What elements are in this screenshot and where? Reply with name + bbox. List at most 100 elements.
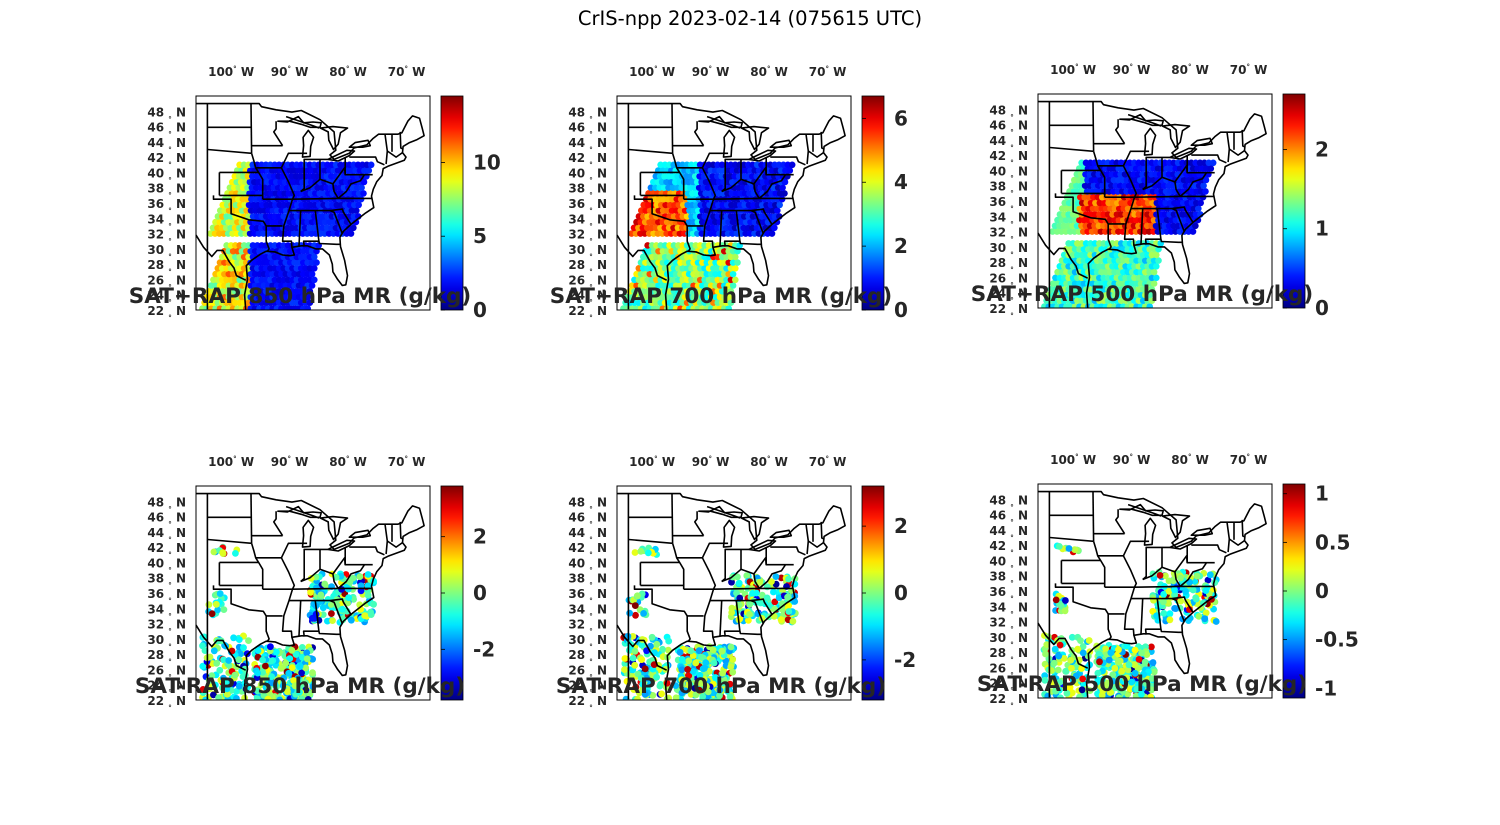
- swath-point: [216, 666, 224, 674]
- swath-point: [789, 617, 797, 625]
- swath-point: [290, 677, 297, 684]
- state-border: [212, 585, 267, 617]
- swath-point: [648, 633, 656, 641]
- state-border: [723, 210, 741, 247]
- state-border: [671, 542, 729, 559]
- swath-point: [1125, 661, 1133, 669]
- swath-point: [658, 690, 665, 698]
- latitude-label: 36 ° N: [568, 587, 607, 605]
- swath-point: [220, 606, 228, 613]
- colorbar-tick-label: 0: [473, 581, 487, 605]
- state-border: [750, 599, 765, 624]
- colorbar: [440, 95, 464, 311]
- swath-point: [306, 288, 314, 295]
- swath-point: [1094, 669, 1102, 677]
- state-border: [676, 167, 685, 200]
- state-border: [1097, 555, 1106, 588]
- swath-point: [1118, 667, 1126, 675]
- swath-point: [1126, 685, 1134, 693]
- swath-point: [225, 657, 233, 664]
- boundary-lines: [616, 102, 846, 311]
- state-border: [1241, 519, 1245, 538]
- swath-point: [304, 293, 311, 301]
- swath-point: [1192, 222, 1199, 230]
- panel-title: SAT+RAP 700 hPa MR (g/kg): [549, 284, 893, 309]
- swath-point: [1148, 675, 1156, 682]
- state-border: [633, 195, 688, 227]
- state-border: [671, 103, 674, 154]
- swath-point: [632, 683, 640, 691]
- swath-point: [1140, 670, 1147, 678]
- state-border: [753, 557, 767, 575]
- state-border: [302, 210, 320, 247]
- longitude-label: 80° W: [1171, 453, 1209, 467]
- latitude-label: 32 ° N: [989, 616, 1028, 634]
- latitude-label: 40 ° N: [568, 166, 607, 184]
- swath-point: [221, 679, 229, 686]
- state-border: [1092, 540, 1150, 557]
- swath-point: [1148, 297, 1156, 304]
- latitude-label: 32 ° N: [568, 228, 607, 246]
- swath-point: [309, 655, 316, 663]
- lake-outline: [301, 129, 315, 158]
- swath-point: [1192, 594, 1200, 602]
- state-border: [300, 568, 339, 589]
- canada-border: [196, 492, 367, 551]
- swath-point: [302, 664, 310, 672]
- swath-point: [1043, 641, 1051, 648]
- swath-point: [235, 682, 243, 690]
- swath-point: [1077, 637, 1084, 644]
- swath-point: [746, 600, 754, 608]
- swath-point: [1171, 605, 1178, 612]
- swath-point: [1153, 612, 1160, 620]
- state-border: [1115, 119, 1126, 145]
- swath-point: [1074, 645, 1082, 653]
- lake-outline: [722, 129, 736, 158]
- swath-point: [1153, 251, 1160, 259]
- swath-point: [364, 591, 372, 599]
- state-border: [633, 585, 688, 617]
- swath-point: [205, 601, 213, 608]
- state-border: [671, 152, 729, 169]
- lake-outline: [1161, 123, 1191, 149]
- swath-point: [779, 184, 786, 191]
- swath-point: [1133, 685, 1141, 693]
- state-border: [770, 156, 806, 166]
- swath-point: [364, 582, 372, 590]
- state-border: [212, 195, 267, 227]
- latitude-label: 30 ° N: [147, 243, 186, 261]
- state-border: [628, 148, 673, 155]
- swath-point: [321, 580, 329, 588]
- latitude-label: 38 ° N: [989, 180, 1028, 198]
- swath-point: [772, 573, 780, 580]
- lake-outline: [348, 529, 372, 538]
- swath-point: [726, 680, 734, 688]
- state-border: [1097, 165, 1106, 198]
- swath-layer: [620, 161, 796, 310]
- swath-point: [778, 195, 786, 203]
- swath-point: [259, 656, 266, 664]
- latitude-label: 48 ° N: [147, 105, 186, 123]
- swath-point: [210, 548, 218, 556]
- state-border: [1107, 613, 1112, 640]
- swath-point: [632, 611, 639, 619]
- swath-point: [319, 604, 327, 612]
- swath-point: [635, 689, 643, 697]
- state-border: [676, 557, 685, 590]
- swath-point: [1166, 616, 1174, 624]
- swath-point: [774, 207, 781, 214]
- swath-point: [268, 679, 275, 687]
- state-border: [329, 598, 352, 615]
- coastline: [1085, 503, 1267, 699]
- swath-point: [684, 666, 691, 673]
- swath-point: [643, 674, 650, 682]
- swath-point: [641, 690, 649, 698]
- swath-point: [233, 688, 240, 695]
- swath-point: [775, 594, 783, 602]
- colorbar-tick-label: 5: [473, 224, 487, 248]
- latitude-label: 42 ° N: [568, 151, 607, 169]
- latitude-label: 32 ° N: [147, 618, 186, 636]
- state-border: [1171, 206, 1194, 223]
- swath-point: [1130, 661, 1138, 668]
